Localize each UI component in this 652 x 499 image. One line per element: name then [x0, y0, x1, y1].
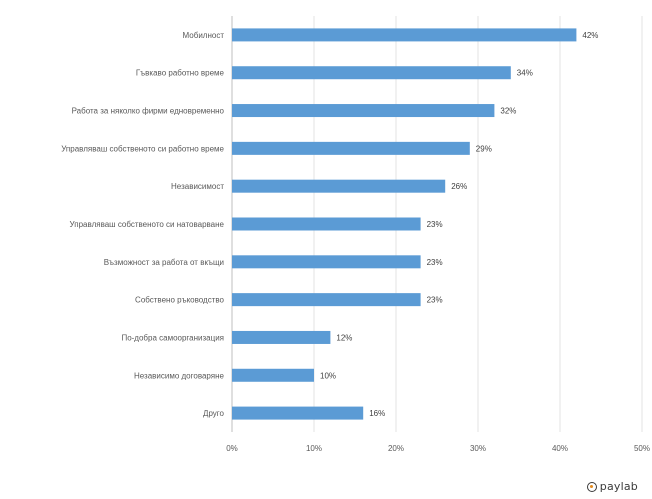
value-labels: 42% 34% 32% 29% 26% 23% 23% 23% 12% 10% 16% — [320, 31, 598, 418]
x-tick-label: 10% — [306, 444, 322, 453]
x-tick-label: 30% — [470, 444, 486, 453]
bar — [232, 141, 470, 155]
value-label: 23% — [427, 296, 443, 305]
value-label: 10% — [320, 371, 336, 380]
category-label: Независимо договаряне — [134, 371, 225, 380]
bar — [232, 406, 364, 420]
category-label: Независимост — [171, 182, 224, 191]
value-label: 34% — [517, 69, 533, 78]
bar — [232, 28, 577, 42]
category-label: Гъвкаво работно време — [136, 69, 225, 78]
x-tick-label: 0% — [226, 444, 238, 453]
value-label: 12% — [336, 333, 352, 342]
x-tick-label: 50% — [634, 444, 650, 453]
value-label: 23% — [427, 220, 443, 229]
bar — [232, 255, 421, 269]
value-label: 29% — [476, 144, 492, 153]
category-labels: Мобилност Гъвкаво работно време Работа за … — [61, 31, 224, 418]
bar — [232, 368, 314, 382]
bar — [232, 104, 495, 118]
x-tick-labels: 0% 10% 20% 30% 40% 50% — [226, 444, 650, 453]
category-label: Работа за няколко фирми едновременно — [72, 107, 225, 116]
bar — [232, 217, 421, 231]
x-tick-label: 20% — [388, 444, 404, 453]
bars — [232, 28, 577, 420]
value-label: 26% — [451, 182, 467, 191]
bar — [232, 293, 421, 307]
category-label: По-добра самоорганизация — [121, 333, 224, 342]
bar — [232, 66, 511, 80]
bar — [232, 179, 446, 193]
category-label: Друго — [203, 409, 225, 418]
category-label: Възможност за работа от вкъщи — [104, 258, 224, 267]
logo-text: paylab — [599, 480, 638, 493]
category-label: Собствено ръководство — [135, 296, 224, 305]
category-label: Управляваш собственото си натоварване — [70, 220, 225, 229]
value-label: 16% — [369, 409, 385, 418]
category-label: Управляваш собственото си работно време — [61, 144, 224, 153]
x-tick-label: 40% — [552, 444, 568, 453]
bar — [232, 330, 331, 344]
paylab-logo-icon — [586, 481, 597, 492]
value-label: 42% — [582, 31, 598, 40]
value-label: 32% — [500, 107, 516, 116]
paylab-logo: paylab — [586, 480, 638, 493]
value-label: 23% — [427, 258, 443, 267]
category-label: Мобилност — [183, 31, 225, 40]
